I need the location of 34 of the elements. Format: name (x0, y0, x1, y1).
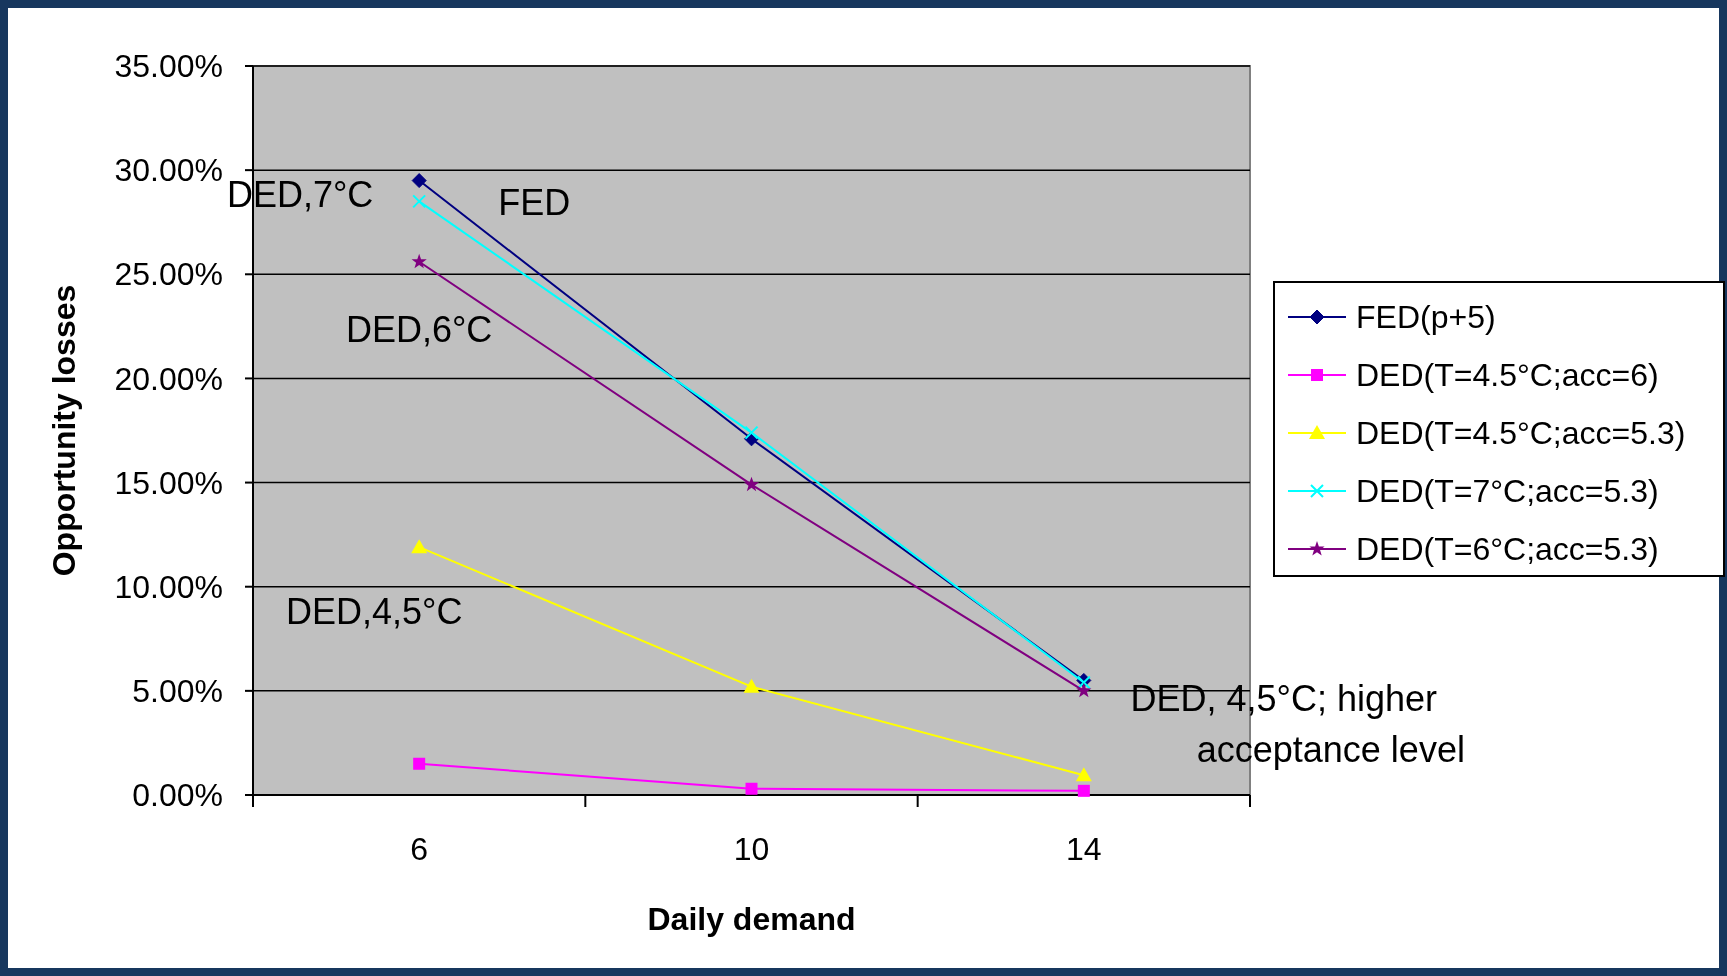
y-tick-label: 10.00% (114, 568, 223, 605)
point (411, 173, 427, 189)
legend-label: DED(T=6°C;acc=5.3) (1356, 531, 1659, 568)
legend-label: DED(T=7°C;acc=5.3) (1356, 473, 1659, 510)
point (743, 678, 760, 693)
annotation: DED,6°C (345, 309, 493, 351)
x-axis-title: Daily demand (647, 901, 856, 937)
annotation: DED, 4,5°C; higher acceptance level (1130, 678, 1465, 770)
x-tick-label: 6 (410, 831, 429, 867)
point (1075, 767, 1092, 782)
legend-label: DED(T=4.5°C;acc=6) (1356, 357, 1659, 394)
y-tick-label: 0.00% (132, 777, 223, 814)
legend-label: DED(T=4.5°C;acc=5.3) (1356, 415, 1686, 452)
y-tick-label: 35.00% (114, 48, 223, 85)
point (411, 539, 428, 554)
point (745, 782, 758, 795)
y-axis-title: Opportunity losses (46, 284, 82, 577)
y-tick-label: 20.00% (114, 360, 223, 397)
point (413, 757, 426, 770)
point (743, 476, 760, 492)
y-tick-label: 25.00% (114, 256, 223, 293)
legend-label: FED(p+5) (1356, 299, 1496, 336)
annotation: DED,4,5°C (285, 590, 463, 632)
y-tick-label: 5.00% (132, 673, 223, 710)
point (411, 253, 427, 269)
annotation: FED (498, 182, 571, 224)
y-tick-label: 30.00% (114, 152, 223, 189)
point (1076, 682, 1092, 698)
x-tick-label: 14 (1066, 831, 1102, 867)
point (1077, 784, 1090, 797)
point (412, 194, 427, 209)
y-tick-label: 15.00% (114, 464, 223, 501)
point (744, 425, 759, 440)
x-tick-label: 10 (733, 831, 770, 867)
